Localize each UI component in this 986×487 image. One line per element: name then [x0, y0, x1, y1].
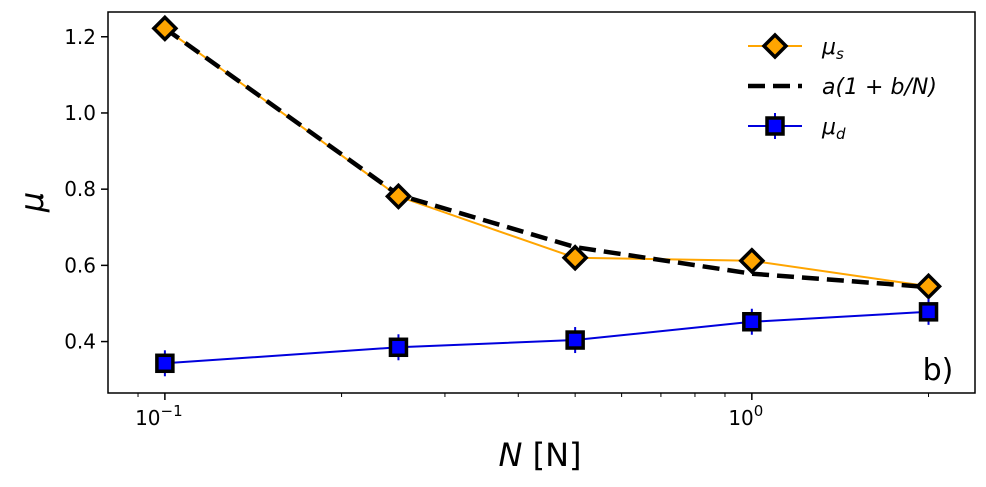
x-axis-label: N [N]	[498, 436, 581, 474]
y-tick-label: 0.6	[64, 253, 96, 277]
plot-area	[151, 14, 942, 377]
y-axis-label: μ	[13, 192, 51, 213]
marker-mu-s	[738, 247, 766, 275]
x-tick-label: 10−1	[135, 402, 183, 430]
marker-mu-d	[388, 337, 409, 358]
series-line-mu-d	[164, 310, 929, 365]
marker-mu-d	[742, 312, 762, 332]
marker-mu-s	[915, 272, 942, 300]
y-tick-label: 0.4	[64, 330, 96, 354]
series-line-mu-s	[164, 27, 929, 288]
panel-label: b)	[923, 353, 954, 388]
legend-marker-mu-s	[761, 32, 789, 60]
y-tick-label: 0.8	[64, 177, 96, 201]
y-tick-label: 1.0	[64, 101, 96, 125]
marker-mu-s	[151, 14, 179, 42]
legend-label: a(1 + b/N)	[822, 75, 937, 100]
legend-label: μs	[821, 35, 844, 63]
marker-mu-d	[155, 353, 175, 374]
y-tick-label: 1.2	[64, 25, 96, 49]
marker-mu-s	[561, 244, 589, 272]
marker-mu-d	[918, 302, 939, 322]
series-line-fit	[163, 26, 929, 290]
legend-marker-mu-d	[765, 116, 785, 136]
axes-frame	[107, 11, 976, 394]
marker-mu-d	[565, 330, 585, 350]
legend-label: μd	[821, 115, 846, 143]
x-tick-label: 100	[728, 402, 763, 430]
marker-mu-s	[384, 182, 412, 210]
legend: μs a(1 + b/N) μd	[748, 32, 937, 143]
